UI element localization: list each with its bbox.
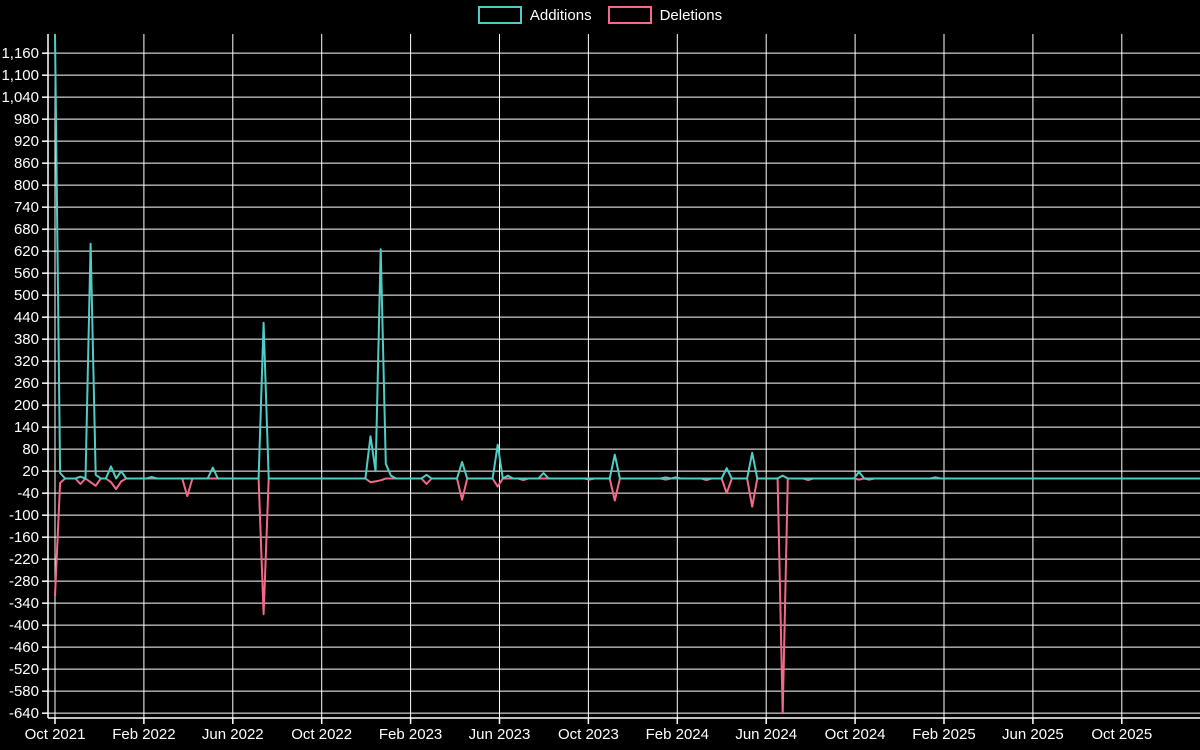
x-axis-tick-label: Jun 2024	[735, 726, 797, 743]
x-axis-tick-label: Feb 2025	[912, 726, 975, 743]
y-axis-tick-label: 20	[22, 463, 39, 480]
additions-line-series	[54, 33, 1200, 480]
y-axis-tick-label: -520	[9, 661, 39, 678]
legend-item-additions[interactable]: Additions	[477, 6, 592, 24]
legend-label-additions: Additions	[529, 6, 592, 24]
x-axis-tick-label: Oct 2024	[825, 726, 886, 743]
y-axis-tick-label: -580	[9, 683, 39, 700]
x-axis-tick-label: Jun 2025	[1002, 726, 1064, 743]
x-axis-tick-label: Oct 2025	[1091, 726, 1152, 743]
legend-label-deletions: Deletions	[659, 6, 723, 24]
y-axis-tick-label: 920	[14, 133, 39, 150]
y-axis-tick-label: 860	[14, 155, 39, 172]
y-axis-tick-label: 140	[14, 419, 39, 436]
additions-swatch-icon	[477, 6, 522, 24]
y-axis-tick-label: 800	[14, 177, 39, 194]
y-axis-tick-label: 620	[14, 243, 39, 260]
y-axis-tick-label: -100	[9, 507, 39, 524]
y-axis-tick-label: 1,100	[1, 67, 39, 84]
y-axis-tick-label: -400	[9, 617, 39, 634]
x-axis-tick-label: Oct 2023	[558, 726, 619, 743]
y-axis-tick-label: 320	[14, 353, 39, 370]
y-axis-tick-label: -160	[9, 529, 39, 546]
chart-legend: Additions Deletions	[0, 6, 1200, 24]
y-axis-tick-label: 680	[14, 221, 39, 238]
y-axis-tick-label: 1,040	[1, 89, 39, 106]
deletions-swatch-icon	[607, 6, 652, 24]
y-axis-tick-label: 380	[14, 331, 39, 348]
y-axis-tick-label: 80	[22, 441, 39, 458]
x-axis-tick-label: Feb 2022	[112, 726, 175, 743]
y-axis-tick-label: -220	[9, 551, 39, 568]
x-axis-tick-label: Jun 2022	[202, 726, 264, 743]
y-axis-tick-label: 1,160	[1, 45, 39, 62]
y-axis-tick-label: 500	[14, 287, 39, 304]
x-axis-tick-label: Feb 2024	[646, 726, 709, 743]
y-axis-tick-label: 560	[14, 265, 39, 282]
y-axis-tick-label: -40	[17, 485, 39, 502]
legend-item-deletions[interactable]: Deletions	[607, 6, 723, 24]
x-axis-tick-label: Jun 2023	[469, 726, 531, 743]
y-axis-tick-label: -460	[9, 639, 39, 656]
y-axis-tick-label: 740	[14, 199, 39, 216]
x-axis-tick-label: Feb 2023	[379, 726, 442, 743]
y-axis-tick-label: 200	[14, 397, 39, 414]
y-axis-tick-label: 980	[14, 111, 39, 128]
deletions-line-series	[54, 477, 1200, 715]
y-axis-tick-label: 440	[14, 309, 39, 326]
y-axis-tick-label: -280	[9, 573, 39, 590]
y-axis-tick-label: -340	[9, 595, 39, 612]
y-axis-tick-label: 260	[14, 375, 39, 392]
x-axis-tick-label: Oct 2022	[291, 726, 352, 743]
x-axis-tick-label: Oct 2021	[25, 726, 86, 743]
y-axis-tick-label: -640	[9, 705, 39, 722]
